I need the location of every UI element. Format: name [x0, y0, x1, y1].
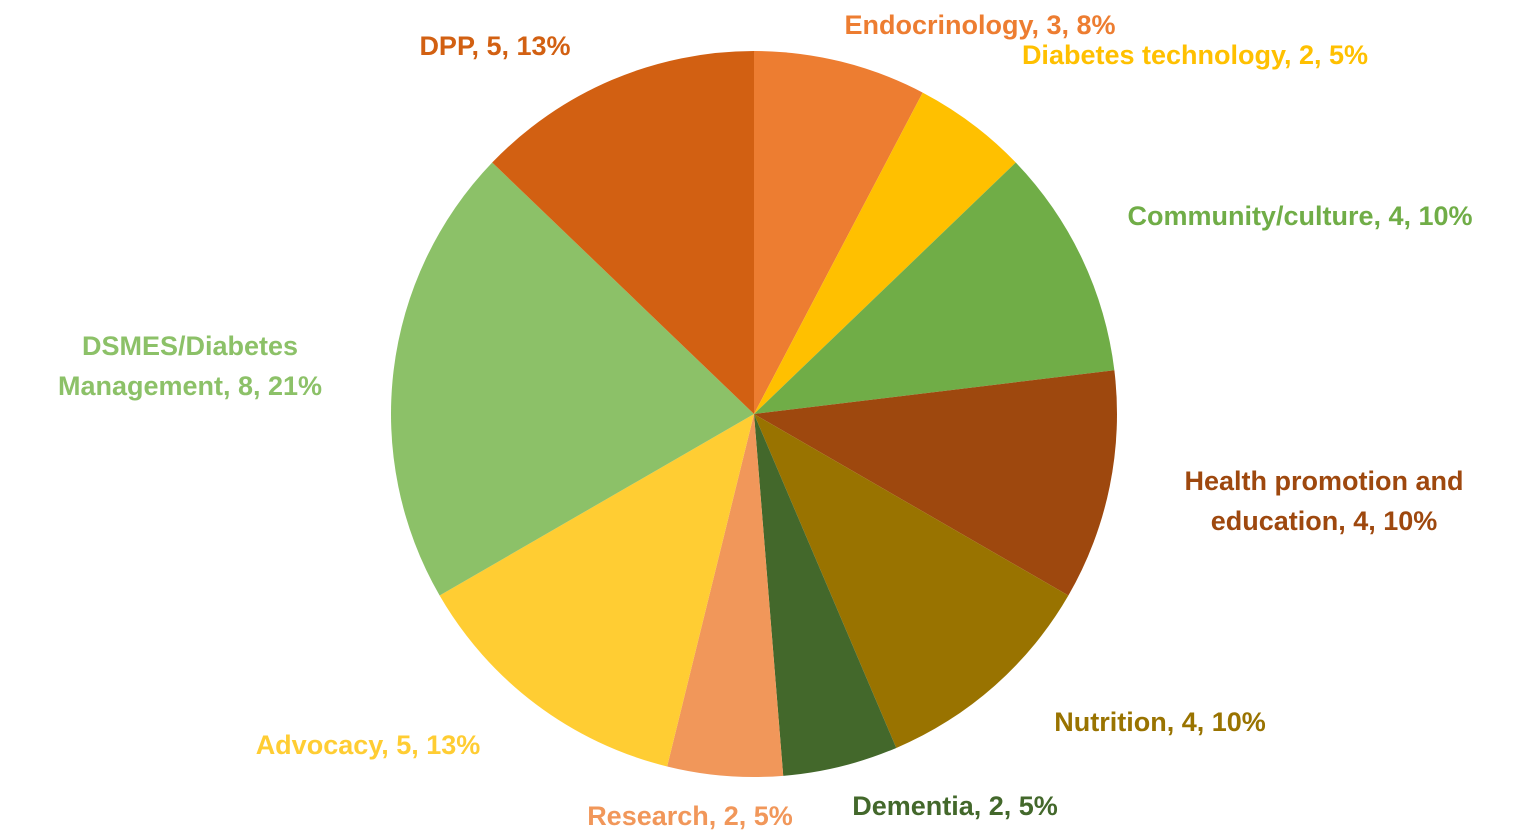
pie-slice: [754, 414, 897, 776]
data-label: Health promotion and education, 4, 10%: [1184, 466, 1464, 536]
pie-slice: [754, 92, 1016, 414]
pie-slice: [754, 370, 1117, 596]
pie-slice: [492, 50, 754, 414]
pie-slice: [754, 162, 1115, 414]
data-label: Community/culture, 4, 10%: [1127, 201, 1473, 231]
data-label: Dementia, 2, 5%: [852, 791, 1058, 821]
data-label: Research, 2, 5%: [587, 801, 793, 831]
data-label: Diabetes technology, 2, 5%: [1021, 40, 1369, 70]
pie-slice: [439, 414, 754, 767]
data-label: DSMES/Diabetes Management, 8, 21%: [57, 331, 323, 401]
data-label: DPP, 5, 13%: [419, 31, 571, 61]
data-label: Advocacy, 5, 13%: [255, 730, 481, 760]
pie-slice: [391, 162, 754, 596]
pie-slice: [667, 414, 784, 777]
pie-slice: [754, 51, 923, 414]
data-label: Endocrinology, 3, 8%: [844, 10, 1116, 40]
pie-slice: [754, 414, 1069, 748]
data-label: Nutrition, 4, 10%: [1054, 707, 1266, 737]
